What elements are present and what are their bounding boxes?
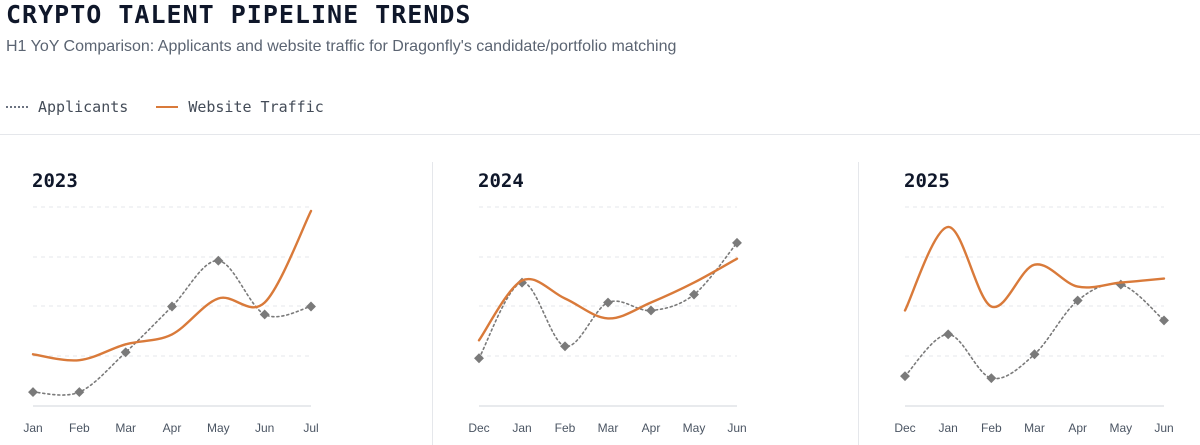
x-tick-label: Mar (598, 421, 619, 435)
applicants-point[interactable] (603, 297, 613, 308)
applicants-point[interactable] (74, 387, 85, 398)
x-tick-label: Feb (69, 421, 90, 435)
page-subtitle: H1 YoY Comparison: Applicants and websit… (6, 38, 677, 55)
applicants-point[interactable] (732, 237, 742, 248)
applicants-line (904, 283, 1165, 380)
applicants-point[interactable] (474, 353, 484, 364)
chart-2024: 2024 Dec Jan Feb Mar Apr May Jun (468, 170, 746, 435)
applicants-line (32, 259, 312, 396)
x-tick-label: May (683, 421, 706, 435)
x-tick-label: Jan (512, 421, 531, 435)
chart-2025: 2025 Dec Jan Feb Mar Apr May Jun (894, 170, 1173, 435)
chart-panel-2025: 2025 Dec Jan Feb Mar Apr May Jun (859, 135, 1200, 445)
x-tick-label: Feb (981, 421, 1002, 435)
applicants-point[interactable] (120, 347, 131, 358)
chart-2023: 2023 Jan Feb Mar Apr May Jun Jul (23, 170, 318, 435)
page-title: CRYPTO TALENT PIPELINE TRENDS (6, 0, 472, 29)
x-tick-label: Dec (468, 421, 489, 435)
website-traffic-line (31, 209, 313, 362)
legend-label-applicants: Applicants (38, 98, 129, 116)
x-tick-label: Jan (23, 421, 42, 435)
x-tick-label: Jun (727, 421, 746, 435)
legend-item-website-traffic[interactable]: Website Traffic (156, 98, 324, 116)
applicants-point[interactable] (259, 309, 270, 320)
chart-title: 2024 (478, 170, 524, 192)
solid-line-swatch (156, 106, 179, 108)
website-traffic-line (903, 225, 1166, 312)
x-tick-label: Feb (555, 421, 576, 435)
x-tick-label: Apr (1068, 421, 1087, 435)
x-tick-label: Jan (938, 421, 957, 435)
x-tick-label: Dec (894, 421, 915, 435)
panel-divider (432, 162, 433, 445)
legend-label-website-traffic: Website Traffic (188, 98, 324, 116)
applicants-point[interactable] (167, 301, 177, 312)
panel-divider (858, 162, 859, 445)
applicants-point[interactable] (1159, 315, 1169, 326)
x-tick-label: Apr (163, 421, 182, 435)
applicants-point[interactable] (1029, 349, 1040, 360)
header-divider (0, 134, 1200, 135)
applicants-point[interactable] (689, 289, 699, 300)
chart-legend: Applicants Website Traffic (6, 98, 352, 116)
applicants-point[interactable] (560, 341, 570, 352)
x-tick-label: May (207, 421, 230, 435)
x-tick-label: Jun (1154, 421, 1173, 435)
website-traffic-line (477, 257, 739, 342)
chart-panel-2023: 2023 Jan Feb Mar Apr May Jun Jul (0, 135, 432, 445)
x-tick-label: May (1109, 421, 1132, 435)
legend-item-applicants[interactable]: Applicants (6, 98, 128, 116)
applicants-point[interactable] (943, 329, 954, 340)
x-tick-label: Mar (115, 421, 136, 435)
applicants-point[interactable] (646, 305, 656, 316)
x-tick-label: Apr (642, 421, 661, 435)
dotted-line-swatch (6, 106, 28, 108)
x-tick-label: Jul (303, 421, 318, 435)
applicants-point[interactable] (306, 301, 316, 312)
applicants-point[interactable] (900, 371, 910, 382)
x-tick-label: Mar (1024, 421, 1045, 435)
chart-panel-2024: 2024 Dec Jan Feb Mar Apr May Jun (433, 135, 858, 445)
applicants-point[interactable] (28, 387, 38, 398)
chart-title: 2025 (904, 170, 950, 192)
x-tick-label: Jun (255, 421, 274, 435)
chart-title: 2023 (32, 170, 78, 192)
applicants-point[interactable] (986, 373, 997, 384)
applicants-point[interactable] (213, 255, 224, 266)
